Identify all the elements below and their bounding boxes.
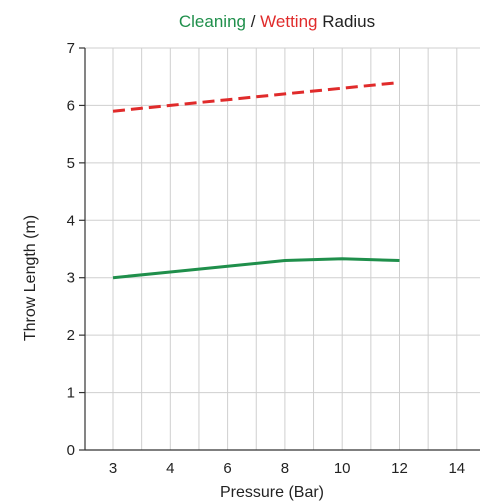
x-tick-label: 3 — [109, 460, 117, 477]
y-tick-label: 3 — [67, 270, 75, 287]
series-line-wetting — [112, 81, 400, 113]
series-layer — [112, 81, 400, 280]
y-tick-label: 1 — [67, 385, 75, 402]
series-line-cleaning — [112, 257, 400, 280]
title-separator: / — [246, 12, 260, 31]
title-wetting: Wetting — [260, 12, 317, 31]
y-axis-label: Throw Length (m) — [22, 215, 39, 341]
grid-layer — [85, 47, 480, 450]
y-tick-label: 2 — [67, 327, 75, 344]
x-tick-label: 8 — [281, 460, 289, 477]
y-tick-label: 4 — [67, 212, 75, 229]
title-cleaning: Cleaning — [179, 12, 246, 31]
y-tick-label: 0 — [67, 442, 75, 459]
y-tick-label: 7 — [67, 40, 75, 57]
chart-title: Cleaning / Wetting Radius — [179, 12, 375, 31]
x-tick-label: 10 — [334, 460, 351, 477]
title-radius: Radius — [317, 12, 375, 31]
x-tick-label: 4 — [166, 460, 174, 477]
x-axis-label: Pressure (Bar) — [220, 484, 324, 501]
x-tick-label: 14 — [448, 460, 465, 477]
x-tick-label: 12 — [391, 460, 408, 477]
y-tick-label: 6 — [67, 97, 75, 114]
axes-layer — [84, 48, 480, 451]
x-tick-label: 6 — [223, 460, 231, 477]
y-tick-label: 5 — [67, 155, 75, 172]
